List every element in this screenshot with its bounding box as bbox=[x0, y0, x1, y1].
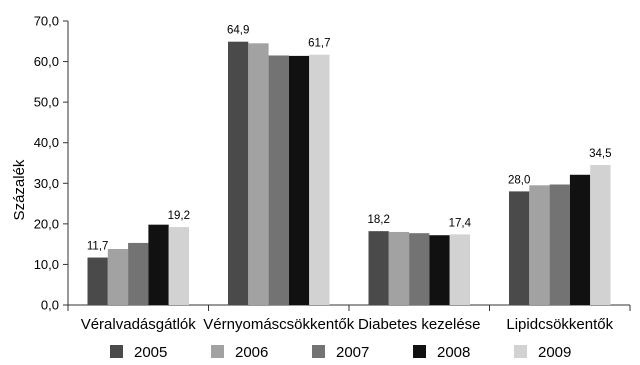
bar bbox=[168, 227, 189, 305]
bar bbox=[148, 224, 169, 305]
bar bbox=[248, 43, 269, 306]
legend-label: 2005 bbox=[134, 344, 167, 361]
bar bbox=[288, 55, 310, 305]
x-category-label: Véralvadásgátlók bbox=[81, 316, 197, 333]
legend-swatch bbox=[514, 345, 527, 358]
data-label: 11,7 bbox=[87, 241, 109, 253]
data-label: 18,2 bbox=[367, 214, 389, 226]
bar bbox=[509, 191, 530, 305]
y-tick-label: 40,0 bbox=[34, 135, 59, 150]
y-axis: 0,0 10,0 20,0 30,0 40,0 50,0 60,0 70,0 bbox=[34, 14, 69, 313]
y-tick-label: 70,0 bbox=[34, 14, 59, 29]
bar bbox=[107, 249, 129, 305]
legend-swatch bbox=[211, 345, 224, 358]
bar bbox=[569, 174, 591, 305]
x-category-label: Lipidcsökkentők bbox=[506, 316, 613, 333]
y-tick-label: 10,0 bbox=[34, 257, 59, 272]
legend-label: 2006 bbox=[235, 344, 268, 361]
bar bbox=[368, 231, 389, 305]
legend-label: 2007 bbox=[336, 344, 369, 361]
bar bbox=[388, 231, 410, 305]
x-axis: Véralvadásgátlók Vérnyomáscsökkentők Diabe… bbox=[67, 304, 631, 333]
legend-swatch bbox=[110, 345, 123, 358]
x-category-label: Diabetes kezelése bbox=[358, 316, 481, 333]
y-axis-title: Százalék bbox=[11, 159, 28, 220]
legend-label: 2009 bbox=[538, 344, 571, 361]
y-tick-label: 50,0 bbox=[34, 95, 59, 110]
legend-label: 2008 bbox=[437, 344, 470, 361]
data-label: 61,7 bbox=[308, 38, 330, 50]
x-category-label: Vérnyomáscsökkentők bbox=[203, 316, 354, 333]
bar bbox=[409, 233, 430, 305]
bar bbox=[549, 184, 570, 305]
data-labels: 11,7 19,2 64,9 61,7 18,2 17,4 28,0 34,5 bbox=[87, 25, 612, 253]
y-tick-label: 60,0 bbox=[34, 54, 59, 69]
bar bbox=[590, 165, 611, 305]
bar bbox=[429, 235, 450, 305]
bar bbox=[128, 242, 149, 305]
legend: 2005 2006 2007 2008 2009 bbox=[110, 344, 571, 361]
data-label: 28,0 bbox=[508, 174, 530, 186]
data-label: 34,5 bbox=[589, 148, 611, 160]
legend-swatch bbox=[413, 345, 426, 358]
data-label: 17,4 bbox=[449, 217, 472, 229]
data-label: 64,9 bbox=[227, 25, 249, 37]
data-label: 19,2 bbox=[168, 210, 190, 222]
bar bbox=[87, 257, 108, 305]
y-tick-label: 20,0 bbox=[34, 216, 59, 231]
legend-swatch bbox=[312, 345, 325, 358]
bar bbox=[529, 185, 550, 305]
y-tick-label: 30,0 bbox=[34, 176, 59, 191]
bar bbox=[309, 54, 330, 305]
y-tick-label: 0,0 bbox=[41, 298, 59, 313]
bars bbox=[87, 41, 611, 306]
bar bbox=[449, 234, 470, 305]
bar bbox=[228, 41, 249, 305]
bar bbox=[268, 55, 289, 305]
